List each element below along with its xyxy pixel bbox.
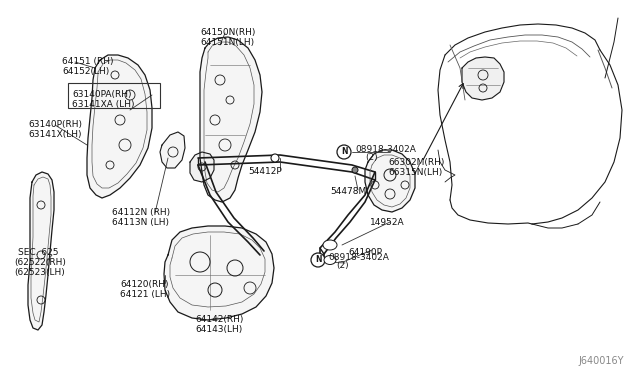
- Text: 64152(LH): 64152(LH): [62, 67, 109, 76]
- Text: (62522(RH): (62522(RH): [14, 258, 66, 267]
- Text: 63140P(RH): 63140P(RH): [28, 120, 82, 129]
- Text: 64112N (RH): 64112N (RH): [112, 208, 170, 217]
- Text: 64190P: 64190P: [348, 248, 382, 257]
- Text: 63141X(LH): 63141X(LH): [28, 130, 81, 139]
- Text: 64142(RH): 64142(RH): [195, 315, 243, 324]
- Text: 66315N(LH): 66315N(LH): [388, 168, 442, 177]
- Text: 54412P: 54412P: [248, 167, 282, 176]
- Polygon shape: [160, 132, 185, 168]
- Polygon shape: [200, 37, 262, 202]
- Text: 08918-3402A: 08918-3402A: [328, 253, 389, 262]
- Text: 64151 (RH): 64151 (RH): [62, 57, 113, 66]
- Text: 64121 (LH): 64121 (LH): [120, 290, 170, 299]
- Text: 54478M: 54478M: [330, 187, 366, 196]
- Text: (2): (2): [365, 153, 378, 162]
- Text: 63140PA(RH): 63140PA(RH): [72, 90, 131, 99]
- Circle shape: [337, 145, 351, 159]
- Circle shape: [311, 253, 325, 267]
- Polygon shape: [87, 55, 152, 198]
- Ellipse shape: [324, 256, 336, 264]
- Polygon shape: [190, 152, 214, 182]
- Text: (62523(LH): (62523(LH): [14, 268, 65, 277]
- Polygon shape: [365, 150, 415, 212]
- Text: 08918-3402A: 08918-3402A: [355, 145, 416, 154]
- Text: 64113N (LH): 64113N (LH): [112, 218, 169, 227]
- Text: N: N: [315, 256, 321, 264]
- Text: 64150N(RH): 64150N(RH): [200, 28, 255, 37]
- Text: 63141XA (LH): 63141XA (LH): [72, 100, 134, 109]
- Text: 66302M(RH): 66302M(RH): [388, 158, 444, 167]
- Text: N: N: [340, 148, 348, 157]
- Polygon shape: [28, 172, 54, 330]
- Bar: [68, 83, 160, 108]
- Text: 14952A: 14952A: [370, 218, 404, 227]
- Text: 64120(RH): 64120(RH): [120, 280, 168, 289]
- Text: 64151N(LH): 64151N(LH): [200, 38, 254, 47]
- Text: SEC. 625: SEC. 625: [18, 248, 58, 257]
- Polygon shape: [462, 57, 504, 100]
- Text: J640016Y: J640016Y: [578, 356, 623, 366]
- Polygon shape: [164, 226, 274, 320]
- Circle shape: [352, 167, 358, 173]
- Ellipse shape: [323, 240, 337, 250]
- Text: (2): (2): [336, 261, 349, 270]
- Circle shape: [271, 154, 279, 162]
- Text: 64143(LH): 64143(LH): [195, 325, 243, 334]
